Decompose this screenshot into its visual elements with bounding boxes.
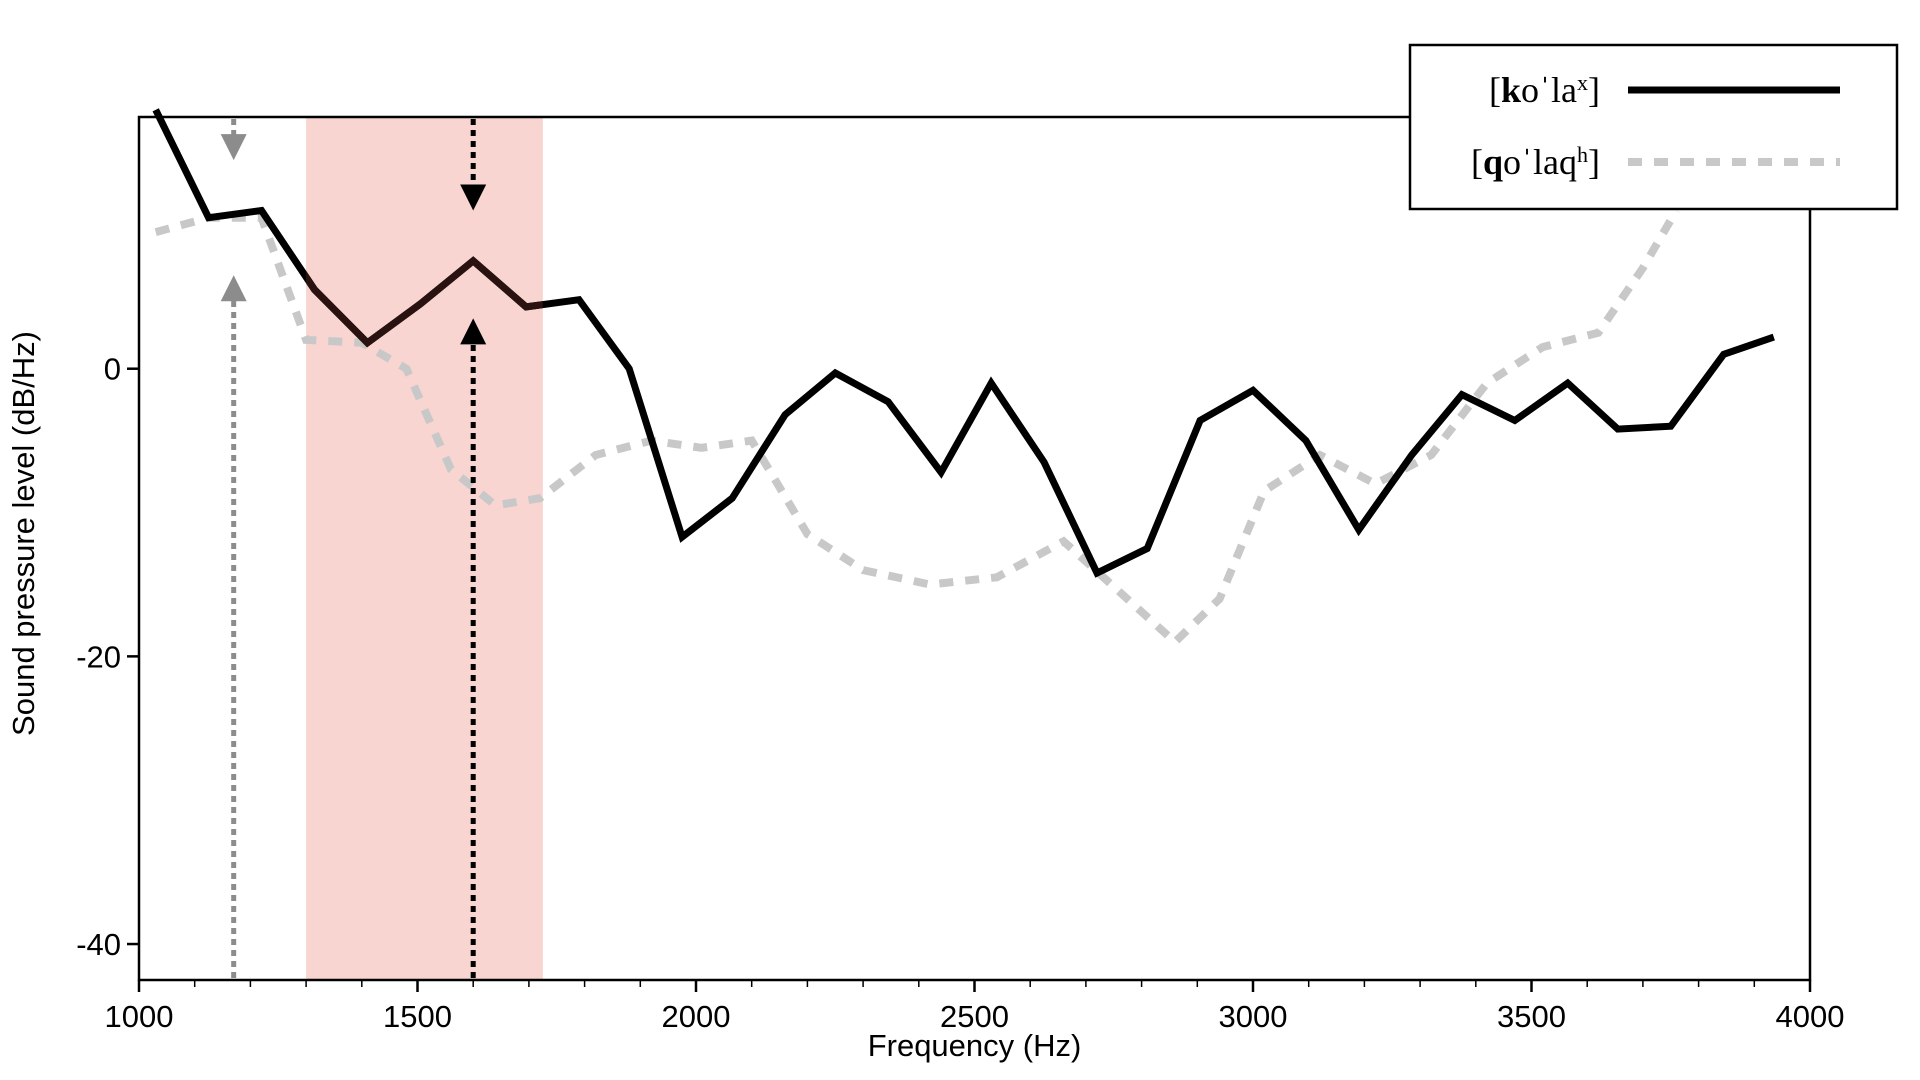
arrow-pair-1 (220, 119, 247, 978)
arrow-down-head (460, 184, 487, 211)
x-tick-label: 1000 (105, 999, 174, 1034)
arrow-layer (220, 119, 487, 978)
legend-label-part: [ (1471, 142, 1483, 182)
legend-box (1408, 43, 1899, 211)
x-tick-label: 2500 (940, 999, 1009, 1034)
legend-entry-2: [qoˈlaqh] (1471, 142, 1840, 182)
series-line-band-overlay (306, 256, 543, 348)
legend-label-part: k (1501, 70, 1521, 110)
y-tick-label: 0 (104, 352, 121, 387)
x-tick-label: 2000 (662, 999, 731, 1034)
series-layer (152, 108, 1775, 648)
arrow-up-head (460, 318, 487, 345)
arrow-pair-2 (460, 119, 487, 978)
ticks-layer: 1000 1500 2000 2500 3000 3500 4000 0 -20 -40 (76, 352, 1844, 1034)
x-tick-label: 3000 (1219, 999, 1288, 1034)
y-tick-label: -40 (76, 927, 121, 962)
highlight-band-layer (306, 117, 543, 980)
arrow-up-head (220, 275, 247, 302)
x-tick-label: 4000 (1776, 999, 1845, 1034)
legend-label-part: ] (1588, 70, 1600, 110)
x-tick-label: 1500 (383, 999, 452, 1034)
legend-label-part: oˈlaq (1503, 142, 1577, 182)
x-axis-title: Frequency (Hz) (868, 1028, 1082, 1063)
legend-label-part: [ (1489, 70, 1501, 110)
legend-label: [qoˈlaqh] (1471, 142, 1600, 182)
x-tick-label: 3500 (1497, 999, 1566, 1034)
arrow-down-head (220, 134, 247, 161)
legend-label-part: ] (1588, 142, 1600, 182)
legend-label-part: q (1483, 142, 1503, 182)
y-axis-title: Sound pressure level (dB/Hz) (6, 331, 41, 736)
legend-label-part: x (1577, 70, 1588, 95)
series-line-2 (154, 208, 1680, 648)
legend-items: [koˈlax][qoˈlaqh] (1471, 70, 1840, 182)
legend: [koˈlax][qoˈlaqh] (1408, 43, 1899, 211)
y-tick-label: -20 (76, 639, 121, 674)
legend-entry-1: [koˈlax] (1489, 70, 1840, 110)
highlight-band (306, 117, 543, 980)
legend-label: [koˈlax] (1489, 70, 1600, 110)
legend-label-part: h (1577, 142, 1588, 167)
legend-label-part: oˈla (1521, 70, 1577, 110)
